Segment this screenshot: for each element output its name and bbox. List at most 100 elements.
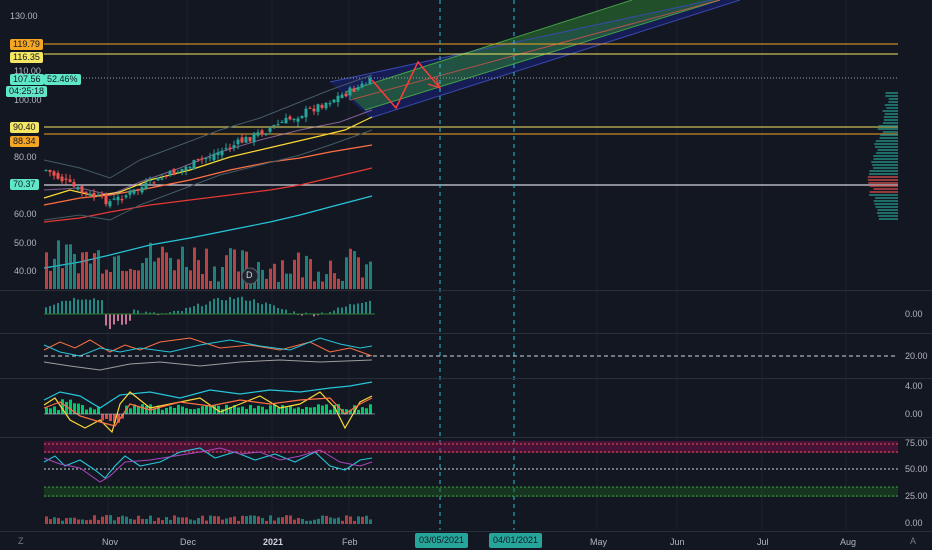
level-label-90-40: 90.40 — [10, 122, 39, 133]
pane-divider[interactable] — [0, 333, 932, 334]
histogram-bar — [81, 299, 83, 315]
dividend-marker[interactable] — [241, 267, 259, 285]
candle-body — [292, 119, 296, 121]
lower-volume-bar — [237, 520, 240, 524]
profile-bar — [888, 98, 898, 100]
histogram-bar — [113, 414, 116, 423]
profile-bar — [875, 140, 898, 142]
auto-scale-button[interactable]: A — [910, 536, 917, 546]
lower-volume-bar — [353, 520, 356, 524]
lower-volume-bar — [93, 515, 96, 524]
profile-bar — [877, 128, 898, 130]
pane-divider[interactable] — [0, 437, 932, 438]
lower-volume-bar — [57, 518, 60, 524]
volume-bar — [165, 252, 168, 289]
time-tick: Jul — [757, 537, 769, 547]
histogram-bar — [61, 399, 64, 414]
histogram-bar — [285, 309, 287, 315]
histogram-bar — [273, 305, 275, 315]
histogram-bar — [241, 296, 243, 315]
pane-divider[interactable] — [0, 378, 932, 379]
lower-volume-bar — [173, 515, 176, 524]
profile-bar — [873, 155, 898, 157]
volume-bar — [93, 253, 96, 289]
price-tick: 50.00 — [14, 238, 37, 248]
histogram-bar — [49, 408, 52, 414]
lower-volume-bar — [141, 518, 144, 524]
histogram-bar — [361, 407, 364, 414]
candle-body — [260, 130, 264, 135]
histogram-bar — [213, 405, 216, 414]
profile-bar — [883, 116, 898, 118]
lower-volume-bar — [269, 515, 272, 524]
volume-bar — [177, 259, 180, 289]
profile-bar — [876, 212, 898, 214]
profile-bar — [869, 194, 898, 196]
pane-divider[interactable] — [0, 290, 932, 291]
candle-body — [144, 182, 148, 189]
candle-body — [332, 99, 336, 103]
candle-body — [192, 160, 196, 170]
histogram-bar — [197, 303, 199, 315]
volume-bar — [193, 247, 196, 289]
candle-body — [336, 95, 340, 103]
lower-volume-bar — [265, 520, 268, 524]
lower-volume-bar — [85, 520, 88, 524]
volume-bar — [345, 257, 348, 289]
volume-bar — [141, 263, 144, 289]
histogram-bar — [89, 299, 91, 315]
lower-volume-bar — [277, 517, 280, 524]
candle-body — [140, 187, 144, 193]
histogram-bar — [125, 314, 127, 325]
histogram-bar — [341, 307, 343, 315]
histogram-bar — [281, 405, 284, 414]
candle-body — [288, 116, 292, 120]
candle-body — [64, 178, 68, 180]
profile-bar — [873, 167, 898, 169]
candle-body — [152, 182, 156, 184]
histogram-bar — [81, 405, 84, 414]
lower-volume-bar — [189, 519, 192, 524]
ma-pink — [43, 109, 373, 196]
time-tick: Jun — [670, 537, 685, 547]
histogram-bar — [265, 302, 267, 315]
profile-bar — [873, 200, 898, 202]
candle-body — [180, 168, 184, 172]
histogram-bar — [85, 299, 87, 315]
histogram-bar — [73, 297, 75, 315]
profile-bar — [875, 206, 898, 208]
candle-body — [304, 108, 308, 118]
date-marker-label[interactable]: 03/05/2021 — [415, 533, 469, 548]
profile-bar — [880, 134, 898, 136]
histogram-bar — [73, 403, 76, 414]
lower-volume-bar — [225, 518, 228, 524]
histogram-bar — [141, 404, 144, 414]
profile-bar — [888, 101, 898, 103]
candle-body — [328, 103, 332, 105]
lower-volume-bar — [221, 519, 224, 524]
candle-body — [232, 144, 236, 148]
rsi-line — [43, 447, 373, 479]
volume-bar — [213, 266, 216, 289]
lower-volume-bar — [113, 520, 116, 524]
histogram-bar — [105, 314, 107, 326]
volume-bar — [185, 266, 188, 289]
profile-bar — [869, 185, 898, 187]
candle-body — [96, 195, 100, 197]
volume-bar — [269, 268, 272, 289]
volume-bar — [329, 260, 332, 289]
lower-volume-bar — [61, 520, 64, 524]
lower-volume-bar — [193, 520, 196, 524]
macd-axis-tick: 0.00 — [905, 309, 923, 319]
date-marker-label[interactable]: 04/01/2021 — [489, 533, 543, 548]
volume-bar — [81, 252, 84, 289]
histogram-bar — [233, 298, 235, 315]
volume-bars — [45, 240, 372, 289]
bollinger-upper — [43, 74, 373, 179]
profile-bar — [874, 143, 898, 145]
volume-profile — [867, 92, 898, 220]
candle-body — [108, 201, 112, 207]
zoom-reset-button[interactable]: Z — [18, 536, 24, 546]
histogram-bar — [109, 314, 111, 330]
